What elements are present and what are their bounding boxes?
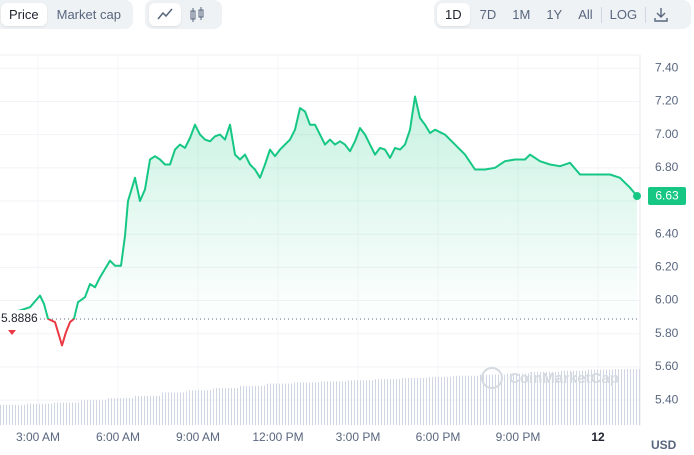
volume-bar [133,395,160,425]
volume-bar [293,382,320,425]
log-toggle[interactable]: LOG [609,7,638,22]
y-tick-label: 6.80 [655,160,679,174]
range-1y[interactable]: 1Y [546,7,563,22]
y-tick-label: 6.40 [655,226,679,240]
volume-bar [613,369,640,425]
volume-bar [26,403,54,425]
reference-label: 5.8886 [1,311,38,325]
range-1d[interactable]: 1D [437,3,470,26]
volume-bar [266,383,294,425]
line-chart-button[interactable] [149,3,181,26]
price-line [0,95,638,347]
range-1m[interactable]: 1M [512,7,531,22]
volume-bar [240,385,267,425]
volume-bar [400,377,427,425]
y-tick-label: 6.20 [655,260,679,274]
download-icon [654,8,668,22]
volume-bar [53,402,80,425]
price-badge-label: 6.63 [655,189,679,203]
metric-toggle: Price Market cap [0,0,133,29]
reference-badge [0,310,40,329]
x-tick-label: 3:00 AM [16,430,60,444]
volume-bar [320,381,347,425]
volume-bar [0,404,27,425]
market-cap-tab[interactable]: Market cap [56,7,121,22]
y-tick-label: 6.00 [655,293,679,307]
volume-bar [80,400,107,425]
y-tick-label: 5.80 [655,326,679,340]
reference-marker [8,330,16,336]
volume-bar [373,379,400,425]
volume-bar [506,373,534,425]
y-tick-label: 7.20 [655,94,679,108]
download-button[interactable] [646,3,676,26]
x-tick-label: 3:00 PM [336,430,381,444]
x-tick-label: 6:00 PM [416,430,461,444]
currency-label: USD [651,438,677,452]
range-all[interactable]: All [578,7,593,22]
volume-bar [586,369,614,425]
price-tab[interactable]: Price [1,3,47,26]
candle-chart-button[interactable] [185,3,209,26]
x-tick-label: 9:00 AM [176,430,220,444]
divider [600,6,602,23]
range-toggle: 1D 7D 1M 1Y All LOG [434,0,691,29]
x-tick-label: 9:00 PM [496,430,541,444]
volume-bar [186,390,214,425]
watermark-logo [481,367,503,389]
y-tick-label: 5.40 [655,392,679,406]
volume-bar [213,388,240,425]
y-tick-label: 7.40 [655,60,679,74]
volume-bar [106,398,134,425]
volume-bar [560,370,587,425]
candle-icon [190,7,204,22]
last-point [633,192,642,201]
y-tick-label: 7.00 [655,127,679,141]
volume-bar [453,375,480,425]
price-badge [648,187,686,206]
line-icon [157,8,173,20]
volume-bar [160,392,187,425]
divider [645,6,647,23]
x-tick-label: 12:00 PM [252,430,303,444]
volume-bar [346,380,374,425]
x-tick-label: 6:00 AM [96,430,140,444]
volume-bar [426,376,454,425]
area [0,96,638,320]
x-tick-label: 12 [591,430,605,444]
y-tick-label: 5.60 [655,359,679,373]
watermark: CoinMarketCap [509,370,619,387]
volume-bar [533,371,560,425]
range-7d[interactable]: 7D [479,7,497,22]
chart-type-toggle [145,0,222,29]
